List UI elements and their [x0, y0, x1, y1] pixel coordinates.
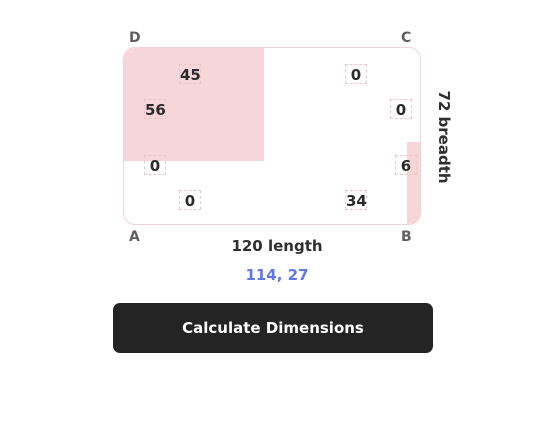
top-right-top-input[interactable]: 0	[345, 64, 367, 84]
calculate-dimensions-button[interactable]: Calculate Dimensions	[113, 303, 433, 353]
corner-label-d: D	[129, 30, 141, 46]
top-left-cutout	[124, 48, 264, 161]
right-upper-input[interactable]: 0	[390, 99, 412, 119]
coordinate-readout: 114, 27	[245, 266, 309, 284]
room-board	[123, 47, 421, 225]
left-lower-input[interactable]: 0	[144, 155, 166, 175]
top-left-top-input[interactable]: 45	[179, 64, 201, 84]
breadth-label: 72 breadth	[435, 90, 453, 184]
top-left-side-input[interactable]: 56	[144, 99, 166, 119]
length-label: 120 length	[231, 237, 323, 255]
corner-label-c: C	[401, 30, 412, 46]
corner-label-b: B	[401, 229, 412, 245]
corner-label-a: A	[129, 229, 140, 245]
bottom-right-input[interactable]: 34	[345, 190, 367, 210]
right-lower-input[interactable]: 6	[395, 155, 417, 175]
bottom-left-input[interactable]: 0	[179, 190, 201, 210]
